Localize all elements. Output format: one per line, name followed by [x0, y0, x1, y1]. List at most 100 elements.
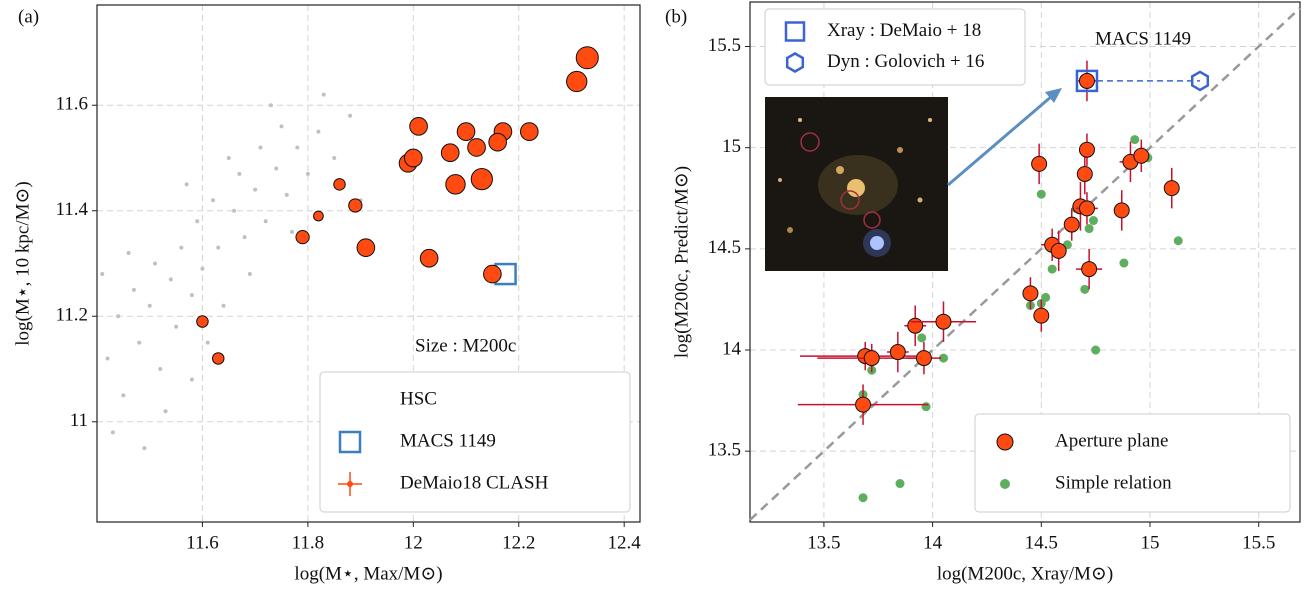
- point: [409, 116, 428, 136]
- y-tick-label: 14: [722, 338, 742, 359]
- point: [268, 103, 273, 108]
- point: [333, 178, 346, 191]
- x-tick-label: 13.5: [807, 532, 840, 553]
- point: [935, 313, 952, 330]
- point: [348, 198, 363, 213]
- y-axis-label: log(M200c, Predict/M⊙): [671, 166, 692, 358]
- legend-marker: [1000, 479, 1010, 489]
- point: [284, 192, 289, 197]
- point: [456, 122, 476, 141]
- point: [332, 155, 337, 160]
- legend-marker: [338, 430, 362, 454]
- point: [211, 352, 225, 365]
- point: [110, 430, 115, 435]
- legend-marker: [996, 433, 1014, 451]
- point: [263, 219, 268, 224]
- point: [179, 245, 184, 250]
- legend-label: HSC: [400, 388, 437, 409]
- x-tick-label: 15: [1141, 532, 1160, 553]
- point: [137, 340, 142, 345]
- point: [195, 219, 200, 224]
- point: [258, 145, 263, 150]
- point: [247, 272, 252, 277]
- point: [184, 182, 189, 187]
- point: [889, 344, 906, 361]
- x-tick-label: 11.8: [292, 532, 325, 553]
- point: [445, 174, 466, 195]
- point: [1031, 155, 1048, 172]
- point: [907, 317, 924, 334]
- point: [274, 166, 279, 171]
- point: [158, 367, 163, 372]
- point: [290, 229, 295, 234]
- point: [1133, 147, 1150, 164]
- point: [295, 145, 300, 150]
- legend-box: [764, 8, 1026, 86]
- point: [356, 238, 376, 258]
- point: [403, 148, 423, 168]
- x-axis-label: log(M⋆, Max/M⊙): [294, 563, 442, 584]
- legend-label: MACS 1149: [400, 430, 496, 451]
- inset-image: [765, 97, 948, 271]
- point: [467, 138, 486, 157]
- point: [210, 198, 215, 203]
- x-tick-label: 11.6: [186, 532, 219, 553]
- point: [321, 92, 326, 97]
- annotation: MACS 1149: [1095, 28, 1191, 49]
- point: [313, 210, 324, 222]
- point: [168, 277, 173, 282]
- point: [575, 46, 599, 70]
- point: [163, 409, 168, 414]
- point: [121, 393, 126, 398]
- point: [253, 187, 258, 192]
- point: [221, 303, 226, 308]
- point: [1047, 264, 1057, 274]
- point: [519, 122, 539, 141]
- point: [488, 132, 508, 152]
- point: [1088, 216, 1098, 226]
- point: [200, 266, 205, 271]
- legend-label: Dyn : Golovich + 16: [827, 51, 984, 72]
- point: [152, 261, 157, 266]
- point: [305, 171, 310, 176]
- point: [863, 350, 880, 367]
- point: [1078, 72, 1095, 89]
- annotation: Size : M200c: [415, 335, 516, 356]
- point: [174, 324, 179, 329]
- point: [1190, 70, 1210, 92]
- legend-marker: [784, 21, 806, 42]
- point: [1163, 180, 1180, 197]
- point: [105, 356, 110, 361]
- point: [1076, 165, 1093, 182]
- y-tick-label: 11.2: [55, 305, 88, 326]
- y-axis-label: log(M⋆, 10 kpc/M⊙): [12, 181, 33, 346]
- legend-marker: [347, 481, 353, 487]
- point: [316, 129, 321, 134]
- point: [1036, 189, 1046, 199]
- plot-frame: [96, 4, 641, 523]
- panel-label: (a): [18, 6, 39, 27]
- panel-label: (b): [665, 6, 687, 27]
- point: [205, 340, 210, 345]
- point: [1033, 307, 1050, 324]
- point: [938, 353, 948, 363]
- point: [1022, 285, 1039, 302]
- x-tick-label: 15.5: [1242, 532, 1275, 553]
- legend-marker: [785, 52, 805, 73]
- legend-label: Xray : DeMaio + 18: [827, 20, 981, 41]
- y-tick-label: 15: [722, 136, 741, 157]
- point: [100, 272, 105, 277]
- point: [915, 350, 932, 367]
- point: [855, 396, 872, 413]
- point: [279, 124, 284, 129]
- point: [131, 287, 136, 292]
- point: [1081, 261, 1098, 278]
- point: [1130, 135, 1140, 145]
- legend-box: [319, 371, 631, 513]
- point: [1050, 242, 1067, 259]
- x-tick-label: 12.2: [502, 532, 535, 553]
- point: [189, 377, 194, 382]
- point: [895, 479, 905, 489]
- legend-label: DeMaio18 CLASH: [400, 472, 549, 493]
